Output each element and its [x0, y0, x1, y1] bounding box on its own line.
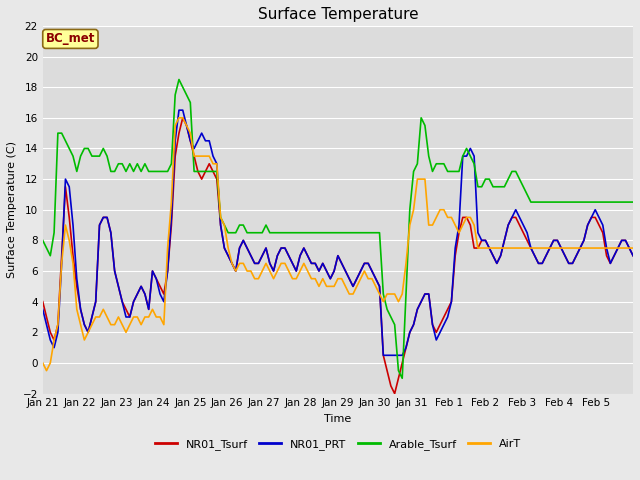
AirT	[39, 360, 47, 366]
Line: Arable_Tsurf: Arable_Tsurf	[43, 80, 633, 378]
NR01_PRT	[175, 107, 183, 113]
Arable_Tsurf	[39, 238, 47, 243]
NR01_PRT	[58, 261, 65, 266]
Line: NR01_PRT: NR01_PRT	[43, 110, 633, 355]
Arable_Tsurf	[398, 375, 406, 381]
NR01_PRT	[202, 138, 209, 144]
AirT	[266, 268, 274, 274]
NR01_Tsurf	[383, 368, 391, 373]
Legend: NR01_Tsurf, NR01_PRT, Arable_Tsurf, AirT: NR01_Tsurf, NR01_PRT, Arable_Tsurf, AirT	[150, 434, 525, 454]
NR01_PRT	[380, 352, 387, 358]
NR01_Tsurf	[391, 391, 399, 396]
NR01_PRT	[39, 306, 47, 312]
AirT	[175, 115, 183, 120]
Line: NR01_Tsurf: NR01_Tsurf	[43, 118, 633, 394]
Arable_Tsurf	[524, 192, 531, 197]
NR01_Tsurf	[69, 253, 77, 259]
NR01_Tsurf	[58, 253, 65, 259]
NR01_PRT	[524, 230, 531, 236]
NR01_Tsurf	[202, 168, 209, 174]
Text: BC_met: BC_met	[45, 33, 95, 46]
Arable_Tsurf	[262, 222, 270, 228]
AirT	[629, 245, 637, 251]
Arable_Tsurf	[58, 130, 65, 136]
NR01_PRT	[69, 222, 77, 228]
AirT	[73, 306, 81, 312]
NR01_Tsurf	[524, 238, 531, 243]
AirT	[387, 291, 395, 297]
Arable_Tsurf	[629, 199, 637, 205]
NR01_PRT	[629, 253, 637, 259]
Line: AirT: AirT	[43, 118, 633, 371]
Arable_Tsurf	[175, 77, 183, 83]
NR01_PRT	[387, 352, 395, 358]
AirT	[43, 368, 51, 373]
NR01_PRT	[262, 245, 270, 251]
Y-axis label: Surface Temperature (C): Surface Temperature (C)	[7, 141, 17, 278]
Arable_Tsurf	[69, 153, 77, 159]
AirT	[205, 153, 213, 159]
NR01_Tsurf	[629, 253, 637, 259]
NR01_Tsurf	[179, 115, 187, 120]
X-axis label: Time: Time	[324, 414, 351, 424]
NR01_Tsurf	[39, 299, 47, 304]
Arable_Tsurf	[383, 306, 391, 312]
AirT	[61, 222, 69, 228]
NR01_Tsurf	[262, 245, 270, 251]
Title: Surface Temperature: Surface Temperature	[257, 7, 418, 22]
Arable_Tsurf	[202, 168, 209, 174]
AirT	[524, 245, 531, 251]
